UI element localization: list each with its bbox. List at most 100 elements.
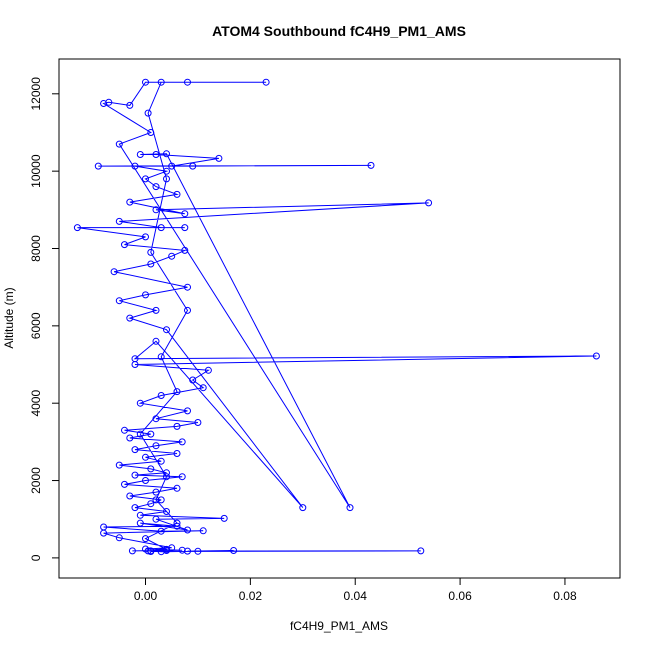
data-point <box>136 151 144 158</box>
data-point <box>147 500 155 508</box>
data-point <box>184 283 191 291</box>
data-point <box>152 306 160 314</box>
data-point <box>147 430 155 438</box>
data-point <box>100 523 108 531</box>
data-point <box>163 326 170 334</box>
data-point <box>199 384 207 392</box>
data-point <box>152 496 160 504</box>
data-point <box>173 519 181 527</box>
x-tick-label: 0.00 <box>134 589 158 603</box>
data-point <box>181 224 189 232</box>
data-point <box>299 504 307 512</box>
data-point <box>168 162 176 170</box>
series-connector-line <box>77 81 597 553</box>
data-point <box>115 140 123 148</box>
data-point <box>152 151 160 158</box>
data-point <box>152 206 160 214</box>
data-point <box>142 477 149 484</box>
data-point <box>147 248 155 256</box>
data-point <box>142 175 149 183</box>
data-point <box>121 480 128 488</box>
data-point <box>126 492 134 500</box>
data-point <box>147 129 155 136</box>
data-point <box>142 535 149 543</box>
data-point <box>163 473 170 481</box>
data-point <box>126 314 134 322</box>
data-point <box>157 457 165 465</box>
data-point <box>592 352 600 360</box>
data-point <box>152 183 160 191</box>
data-point <box>115 461 123 469</box>
data-point <box>115 297 123 305</box>
data-point <box>367 161 375 169</box>
data-point <box>115 217 123 225</box>
data-point <box>204 366 212 374</box>
data-point <box>184 547 191 555</box>
y-axis-label: Altitude (m) <box>2 287 16 348</box>
data-point <box>152 442 160 450</box>
data-point <box>163 150 170 158</box>
data-point <box>184 306 191 314</box>
data-point <box>157 496 165 504</box>
data-point <box>178 438 186 446</box>
y-tick-label: 0 <box>29 554 43 561</box>
data-point <box>163 545 170 553</box>
data-point <box>178 546 186 554</box>
data-point <box>152 337 160 345</box>
data-point <box>417 547 425 555</box>
y-tick-label: 12000 <box>29 77 43 111</box>
data-point <box>105 98 113 106</box>
x-tick-label: 0.02 <box>239 589 263 603</box>
data-point <box>173 522 181 530</box>
data-point <box>131 446 139 454</box>
data-point <box>230 547 238 554</box>
data-point <box>184 526 191 534</box>
data-point <box>163 175 170 183</box>
data-point <box>136 511 144 519</box>
data-point <box>136 399 144 407</box>
data-point <box>184 407 191 415</box>
data-point <box>181 246 189 254</box>
data-point <box>215 154 223 162</box>
x-tick-label: 0.04 <box>344 589 368 603</box>
data-point <box>115 534 123 542</box>
data-point <box>142 233 149 241</box>
data-point <box>194 419 202 426</box>
data-point <box>152 488 160 496</box>
data-point <box>110 268 118 276</box>
data-point <box>163 167 170 175</box>
data-point <box>189 162 197 170</box>
data-point <box>128 547 136 555</box>
data-point <box>173 422 181 430</box>
data-point <box>173 450 181 457</box>
data-point <box>147 260 155 268</box>
data-point <box>136 430 144 438</box>
data-point <box>131 355 139 363</box>
data-point <box>189 376 197 384</box>
data-point <box>136 519 144 527</box>
data-point <box>94 162 102 170</box>
data-point <box>163 508 170 515</box>
series-points <box>73 78 600 556</box>
y-tick-label: 8000 <box>29 235 43 262</box>
x-tick-label: 0.06 <box>448 589 472 603</box>
data-point <box>131 504 139 512</box>
data-point <box>142 78 149 86</box>
y-tick-label: 10000 <box>29 154 43 188</box>
data-point <box>121 241 128 249</box>
data-point <box>100 100 108 107</box>
data-point <box>184 78 191 86</box>
plot-frame <box>58 58 621 579</box>
data-point <box>152 415 160 423</box>
data-point <box>152 515 160 523</box>
data-point <box>178 473 186 481</box>
data-point <box>126 101 134 109</box>
data-point <box>157 527 165 535</box>
y-tick-label: 4000 <box>29 390 43 417</box>
chart-title: ATOM4 Southbound fC4H9_PM1_AMS <box>212 23 466 39</box>
data-point <box>163 469 170 477</box>
data-point <box>157 78 165 86</box>
y-axis: 0 2000 4000 6000 8000 10000 12000 <box>29 77 60 561</box>
x-axis: 0.00 0.02 0.04 0.06 0.08 <box>134 577 577 603</box>
data-point <box>181 210 189 218</box>
